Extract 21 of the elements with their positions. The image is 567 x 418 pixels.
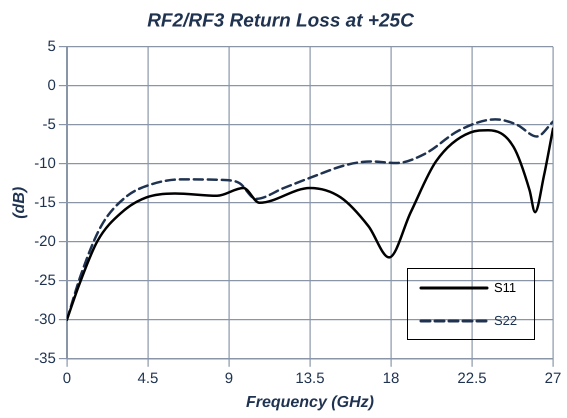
y-tick-label: -30 — [34, 310, 56, 328]
x-tick-label: 22.5 — [457, 370, 487, 387]
chart-title: RF2/RF3 Return Loss at +25C — [147, 10, 414, 32]
x-tick-label: 27 — [544, 370, 562, 387]
y-tick-label: -20 — [34, 232, 56, 250]
y-axis-title: (dB) — [11, 186, 28, 219]
text: S11 — [494, 280, 516, 296]
y-tick-label: -5 — [42, 116, 56, 133]
y-tick-label: -25 — [34, 272, 56, 289]
y-tick-label: 5 — [48, 38, 56, 55]
x-tick-label: 18 — [382, 370, 400, 387]
x-tick-label: 13.5 — [295, 370, 325, 387]
y-tick-label: -15 — [34, 194, 56, 211]
y-tick-label: -10 — [34, 154, 56, 172]
y-tick-label: 0 — [48, 76, 56, 94]
text: S22 — [494, 313, 518, 328]
x-tick-label: 9 — [224, 370, 234, 387]
x-tick-label: 0 — [62, 370, 72, 387]
x-axis-title: Frequency (GHz) — [246, 394, 374, 411]
y-tick-label: -35 — [34, 350, 56, 367]
x-tick-label: 4.5 — [137, 370, 158, 387]
